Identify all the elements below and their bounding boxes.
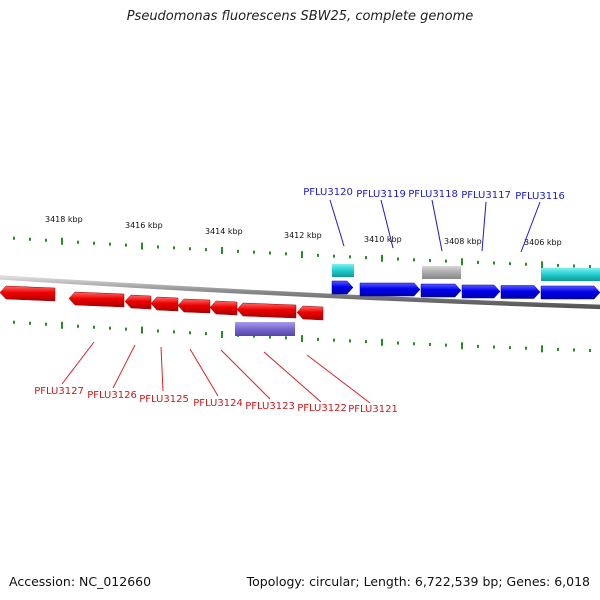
label-pflu3127[interactable]: PFLU3127: [34, 386, 84, 397]
gene-pflu3126[interactable]: [68, 291, 125, 308]
gene-pflu3117[interactable]: [461, 284, 501, 299]
feature-cyan-small[interactable]: [332, 264, 354, 277]
label-pflu3122[interactable]: PFLU3122: [297, 403, 347, 414]
leader-pflu3126: [112, 344, 136, 389]
accession-text: Accession: NC_012660: [9, 574, 152, 589]
leader-pflu3125: [160, 346, 164, 392]
scale-label-3406: 3406 kbp: [524, 238, 562, 247]
genome-summary-text: Topology: circular; Length: 6,722,539 bp…: [246, 574, 590, 589]
leader-pflu3121: [306, 354, 371, 404]
gene-pflu3119[interactable]: [359, 282, 421, 297]
feature-gray[interactable]: [422, 266, 461, 279]
gene-pflu3121-b[interactable]: [296, 305, 324, 321]
gene-pflu3116-b[interactable]: [540, 285, 600, 300]
leader-pflu3119: [380, 199, 394, 249]
leader-pflu3127: [61, 341, 95, 385]
gene-pflu3124[interactable]: [150, 296, 179, 312]
scale-label-3414: 3414 kbp: [205, 227, 243, 236]
genome-backbone: [0, 275, 600, 310]
label-pflu3119[interactable]: PFLU3119: [356, 189, 406, 200]
gene-pflu3123[interactable]: [177, 298, 211, 314]
label-pflu3116[interactable]: PFLU3116: [515, 191, 565, 202]
leader-pflu3116: [520, 201, 541, 253]
gene-pflu3122[interactable]: [209, 300, 238, 316]
leader-pflu3120: [329, 199, 345, 247]
label-pflu3123[interactable]: PFLU3123: [245, 401, 295, 412]
leader-pflu3117: [481, 201, 487, 252]
feature-cyan-large[interactable]: [541, 268, 600, 281]
label-pflu3120[interactable]: PFLU3120: [303, 187, 353, 198]
label-pflu3117[interactable]: PFLU3117: [461, 190, 511, 201]
gene-pflu3121-a[interactable]: [236, 302, 297, 319]
scale-label-3408: 3408 kbp: [444, 237, 482, 246]
label-pflu3125[interactable]: PFLU3125: [139, 394, 189, 405]
label-pflu3124[interactable]: PFLU3124: [193, 398, 243, 409]
scale-label-3412: 3412 kbp: [284, 231, 322, 240]
scale-label-3418: 3418 kbp: [45, 215, 83, 224]
leader-pflu3123: [220, 349, 271, 400]
leader-pflu3124: [189, 348, 219, 397]
label-pflu3126[interactable]: PFLU3126: [87, 390, 137, 401]
gene-pflu3116-a[interactable]: [500, 285, 541, 299]
gene-pflu3120[interactable]: [331, 280, 354, 295]
scale-label-3416: 3416 kbp: [125, 221, 163, 230]
gene-pflu3125[interactable]: [124, 294, 152, 310]
leader-pflu3122: [263, 351, 322, 403]
leader-pflu3118: [431, 199, 443, 252]
gene-pflu3127[interactable]: [0, 285, 56, 302]
scale-ticks-bottom: [13, 320, 591, 353]
gene-pflu3118[interactable]: [420, 283, 462, 298]
map-title: Pseudomonas fluorescens SBW25, complete …: [126, 9, 474, 24]
label-pflu3118[interactable]: PFLU3118: [408, 189, 458, 200]
scale-ticks-top: [13, 236, 591, 269]
scale-label-3410: 3410 kbp: [364, 235, 402, 244]
feature-purple[interactable]: [235, 322, 295, 336]
label-pflu3121[interactable]: PFLU3121: [348, 404, 398, 415]
